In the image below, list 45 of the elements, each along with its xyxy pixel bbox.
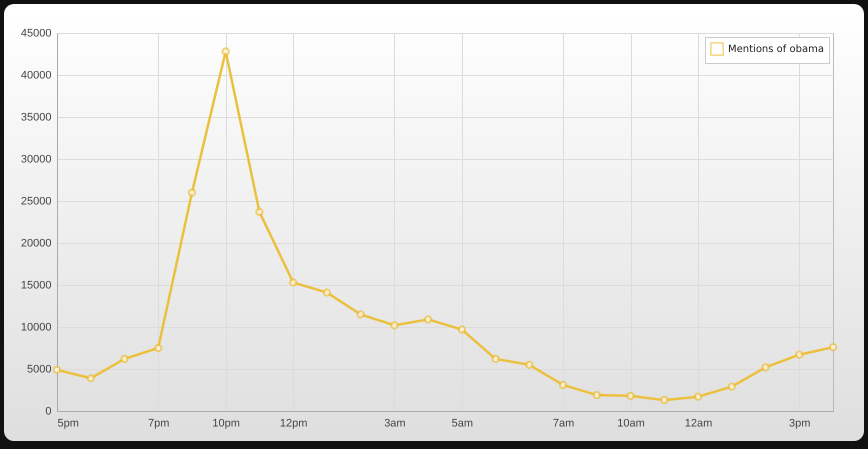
x-tick-label: 12am bbox=[684, 418, 712, 430]
y-tick-label: 30000 bbox=[20, 154, 52, 166]
point bbox=[458, 325, 466, 334]
point bbox=[390, 321, 399, 330]
point bbox=[356, 310, 365, 319]
y-tick-label: 45000 bbox=[20, 28, 52, 40]
y-tick-label: 5000 bbox=[27, 364, 52, 376]
point bbox=[120, 354, 129, 364]
point bbox=[86, 374, 95, 382]
x-tick-label: 3pm bbox=[789, 418, 810, 430]
x-tick-label: 7am bbox=[552, 418, 574, 430]
x-tick-label: 7pm bbox=[148, 418, 170, 430]
point bbox=[795, 350, 804, 359]
point bbox=[424, 315, 432, 324]
y-tick-label: 35000 bbox=[20, 112, 52, 124]
point bbox=[660, 396, 668, 404]
x-tick-label: 5pm bbox=[58, 418, 79, 430]
point bbox=[188, 188, 196, 197]
x-tick-label: 3am bbox=[384, 418, 406, 430]
x-tick-label: 5am bbox=[452, 418, 474, 430]
point bbox=[289, 278, 298, 287]
y-tick-label: 10000 bbox=[20, 322, 52, 334]
y-tick-label: 0 bbox=[45, 406, 52, 418]
x-tick-label: 10am bbox=[617, 418, 645, 430]
y-tick-label: 15000 bbox=[20, 280, 52, 292]
point bbox=[491, 354, 500, 364]
y-tick-label: 40000 bbox=[20, 70, 52, 82]
point bbox=[728, 382, 736, 391]
point bbox=[828, 343, 838, 352]
x-tick-label: 12pm bbox=[280, 418, 308, 430]
point bbox=[154, 344, 162, 352]
legend-label: Mentions of obama bbox=[728, 44, 824, 55]
point bbox=[322, 288, 332, 297]
point bbox=[761, 363, 770, 372]
y-tick-label: 25000 bbox=[20, 196, 52, 208]
point bbox=[222, 47, 230, 56]
point bbox=[525, 360, 534, 369]
point bbox=[694, 392, 702, 401]
point bbox=[626, 392, 635, 400]
point bbox=[558, 380, 568, 390]
point bbox=[52, 366, 62, 374]
y-tick-label: 20000 bbox=[20, 238, 52, 250]
point bbox=[255, 208, 264, 216]
x-tick-label: 10pm bbox=[212, 418, 240, 430]
point bbox=[592, 390, 601, 400]
